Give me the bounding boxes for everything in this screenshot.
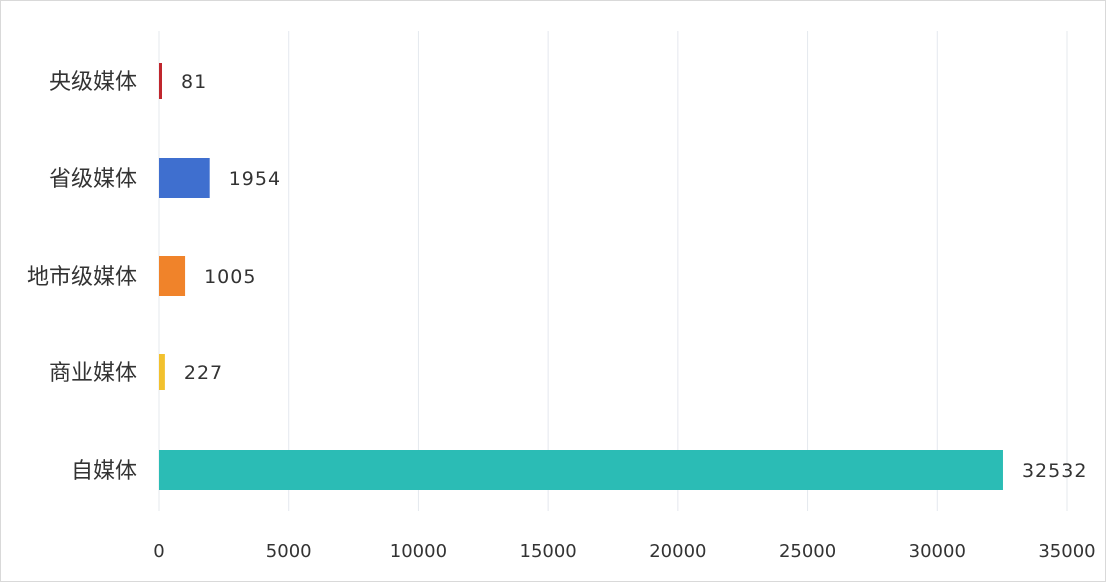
- category-label: 商业媒体: [49, 361, 137, 386]
- label-layer: 0 5000 10000 15000 20000 25000 30000 35000 央级媒体 8…: [27, 70, 1096, 562]
- x-tick-label: 10000: [390, 541, 447, 562]
- data-label: 1954: [229, 168, 281, 190]
- grid-layer: [158, 31, 1068, 511]
- bar: [159, 354, 165, 390]
- category-label: 自媒体: [71, 459, 137, 484]
- x-tick-label: 35000: [1038, 541, 1095, 562]
- category-label: 地市级媒体: [27, 265, 137, 290]
- x-tick-label: 30000: [909, 541, 966, 562]
- data-label: 227: [184, 362, 223, 384]
- data-label: 81: [181, 71, 207, 93]
- x-tick-label: 20000: [649, 541, 706, 562]
- x-tick-label: 25000: [779, 541, 836, 562]
- x-tick-label: 5000: [266, 541, 312, 562]
- bar: [159, 63, 162, 99]
- category-label: 央级媒体: [49, 70, 137, 95]
- x-tick-label: 0: [153, 541, 164, 562]
- data-label: 1005: [204, 266, 256, 288]
- x-tick-label: 15000: [520, 541, 577, 562]
- bar: [159, 256, 186, 296]
- bar-layer: [159, 63, 1003, 490]
- bar: [159, 450, 1003, 490]
- data-label: 32532: [1022, 460, 1087, 482]
- category-label: 省级媒体: [49, 167, 137, 192]
- bar: [159, 158, 210, 198]
